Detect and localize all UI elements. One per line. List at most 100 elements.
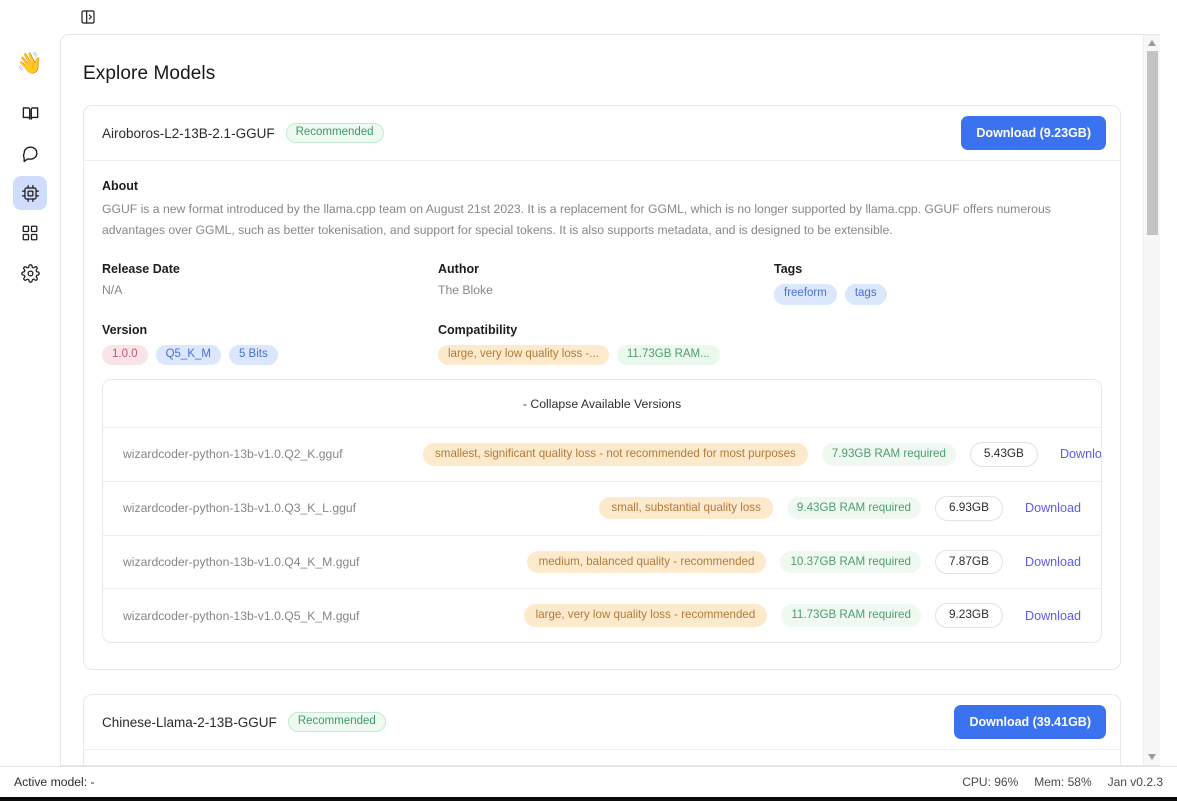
version-quality-badge: medium, balanced quality - recommended (526, 550, 767, 574)
status-bar: Active model: - CPU: 96% Mem: 58% Jan v0… (0, 766, 1177, 798)
app-version: Jan v0.2.3 (1107, 775, 1163, 790)
tag-pill[interactable]: tags (844, 284, 887, 305)
bits-pill[interactable]: 5 Bits (228, 344, 278, 365)
model-card-body: About GGUF is a new format introduced by… (84, 161, 1120, 669)
table-row[interactable]: wizardcoder-python-13b-v1.0.Q3_K_L.gguf … (103, 480, 1101, 535)
body-row: 👋 (0, 0, 1177, 767)
scroll-up-arrow-icon[interactable] (1148, 35, 1156, 51)
window-bottom-edge (0, 797, 1177, 801)
version-quality-badge: large, very low quality loss - recommend… (523, 604, 768, 628)
content-panel: Explore Models Airoboros-L2-13B-2.1-GGUF… (60, 34, 1160, 767)
about-label: About (102, 179, 139, 193)
tags-field: Tags freeform tags (774, 262, 1102, 305)
version-ram-badge: 7.93GB RAM required (821, 443, 956, 466)
version-ram-badge: 9.43GB RAM required (786, 496, 921, 520)
grid-squares-icon (21, 224, 39, 242)
waving-hand-icon: 👋 (16, 51, 44, 75)
version-file-name: wizardcoder-python-13b-v1.0.Q2_K.gguf (123, 447, 343, 462)
version-meta: medium, balanced quality - recommended 1… (423, 549, 1081, 575)
version-field: Version 1.0.0 Q5_K_M 5 Bits (102, 322, 438, 365)
sidebar-item-chat[interactable] (13, 136, 47, 170)
version-size-badge: 6.93GB (934, 495, 1003, 521)
version-label: Version (102, 322, 148, 337)
model-name: Airoboros-L2-13B-2.1-GGUF (102, 125, 275, 141)
version-download-link[interactable]: Download (1024, 554, 1081, 569)
gear-icon (20, 263, 40, 283)
model-card: Airoboros-L2-13B-2.1-GGUF Recommended Do… (83, 105, 1121, 671)
version-quality-badge: small, substantial quality loss (599, 496, 773, 520)
memory-usage: Mem: 58% (1034, 775, 1092, 790)
model-card-header: Airoboros-L2-13B-2.1-GGUF Recommended Do… (84, 106, 1120, 161)
model-name: Chinese-Llama-2-13B-GGUF (102, 714, 277, 730)
version-download-link[interactable]: Download (1024, 608, 1081, 623)
compatibility-quality-pill[interactable]: large, very low quality loss -... (438, 344, 609, 365)
author-value: The Bloke (438, 283, 493, 297)
compatibility-field: Compatibility large, very low quality lo… (438, 322, 1102, 365)
book-icon (21, 104, 40, 123)
scrollbar-track[interactable] (1146, 51, 1158, 749)
sidebar-item-explore-models[interactable] (13, 176, 47, 210)
table-row[interactable]: wizardcoder-python-13b-v1.0.Q5_K_M.gguf … (103, 588, 1101, 642)
tags-label: Tags (774, 262, 803, 276)
version-file-name: wizardcoder-python-13b-v1.0.Q4_K_M.gguf (123, 554, 360, 569)
version-meta: smallest, significant quality loss - not… (423, 442, 1102, 467)
version-ram-badge: 11.73GB RAM required (781, 604, 921, 628)
panel-left-expand-icon[interactable] (78, 7, 98, 27)
version-meta: small, substantial quality loss 9.43GB R… (423, 495, 1081, 521)
scrollbar-thumb[interactable] (1146, 51, 1158, 235)
model-card-header: Chinese-Llama-2-13B-GGUF Recommended Dow… (84, 695, 1120, 751)
table-row[interactable]: wizardcoder-python-13b-v1.0.Q2_K.gguf sm… (103, 427, 1101, 481)
version-download-link[interactable]: Download (1059, 447, 1102, 462)
version-size-badge: 7.87GB (934, 549, 1003, 575)
model-card-body: About (84, 750, 1120, 765)
tags-pill-row: freeform tags (774, 284, 1102, 305)
release-date-value: N/A (102, 283, 123, 297)
scroll-area: Explore Models Airoboros-L2-13B-2.1-GGUF… (61, 35, 1143, 766)
author-label: Author (438, 262, 479, 276)
sidebar-item-settings[interactable] (13, 256, 47, 290)
sidebar-item-greeting: 👋 (13, 46, 47, 80)
status-badge[interactable]: Recommended (285, 122, 384, 144)
sidebar-item-library[interactable] (13, 96, 47, 130)
compatibility-ram-pill[interactable]: 11.73GB RAM... (616, 344, 720, 365)
version-size-badge: 9.23GB (934, 603, 1003, 629)
version-ram-badge: 10.37GB RAM required (780, 550, 921, 574)
scroll-down-arrow-icon[interactable] (1148, 749, 1156, 765)
right-column: Explore Models Airoboros-L2-13B-2.1-GGUF… (60, 0, 1177, 767)
about-text: GGUF is a new format introduced by the l… (102, 202, 1051, 237)
model-card: Chinese-Llama-2-13B-GGUF Recommended Dow… (83, 694, 1121, 766)
version-meta: large, very low quality loss - recommend… (423, 603, 1081, 629)
status-badge[interactable]: Recommended (287, 711, 386, 733)
collapse-versions-toggle[interactable]: - Collapse Available Versions (522, 397, 682, 411)
sidebar-item-apps[interactable] (13, 216, 47, 250)
version-quality-badge: smallest, significant quality loss - not… (423, 443, 808, 466)
release-date-field: Release Date N/A (102, 262, 438, 305)
download-button[interactable]: Download (9.23GB) (961, 116, 1106, 150)
chat-bubble-icon (21, 144, 40, 163)
cpu-chip-icon (21, 184, 40, 203)
compatibility-pill-row: large, very low quality loss -... 11.73G… (438, 344, 1102, 365)
available-versions-panel: - Collapse Available Versions wizardcode… (102, 379, 1102, 644)
table-row[interactable]: wizardcoder-python-13b-v1.0.Q4_K_M.gguf … (103, 534, 1101, 589)
metadata-grid: Release Date N/A Author The Bloke Tags (102, 262, 1102, 365)
vertical-scrollbar[interactable] (1143, 35, 1160, 766)
version-download-link[interactable]: Download (1024, 501, 1081, 516)
version-file-name: wizardcoder-python-13b-v1.0.Q3_K_L.gguf (123, 501, 357, 516)
topbar (60, 0, 1177, 34)
version-size-badge: 5.43GB (969, 442, 1038, 467)
tag-pill[interactable]: freeform (774, 284, 837, 305)
sidebar: 👋 (0, 0, 60, 767)
quant-pill[interactable]: Q5_K_M (155, 344, 221, 365)
version-pill[interactable]: 1.0.0 (102, 344, 148, 365)
cpu-usage: CPU: 96% (962, 775, 1019, 790)
page-title: Explore Models (83, 63, 216, 84)
author-field: Author The Bloke (438, 262, 774, 305)
version-pill-row: 1.0.0 Q5_K_M 5 Bits (102, 344, 438, 365)
download-button[interactable]: Download (39.41GB) (954, 705, 1106, 740)
status-metrics: CPU: 96% Mem: 58% Jan v0.2.3 (962, 775, 1163, 789)
active-model-status: Active model: - (14, 775, 95, 790)
compatibility-label: Compatibility (438, 322, 518, 337)
release-date-label: Release Date (102, 262, 180, 276)
version-file-name: wizardcoder-python-13b-v1.0.Q5_K_M.gguf (123, 608, 360, 623)
